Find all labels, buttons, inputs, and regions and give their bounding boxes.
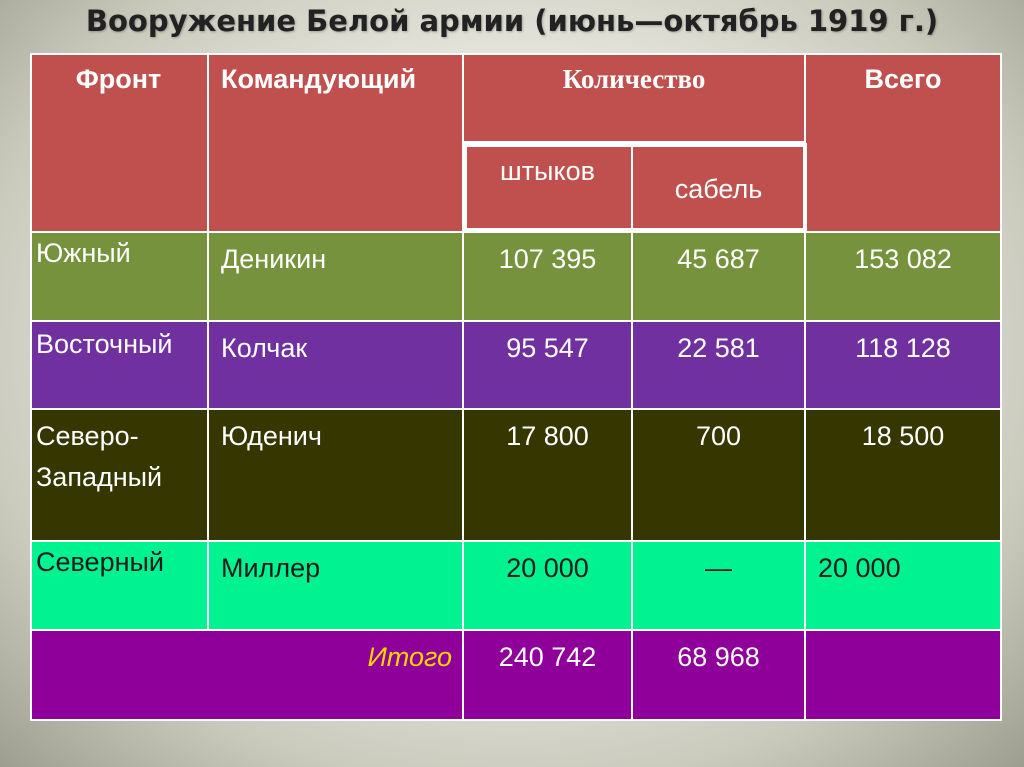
cell-commander-north: Миллер — [209, 542, 464, 631]
cell-bayonets-north: 20 000 — [464, 542, 633, 631]
cell-commander-east: Колчак — [209, 322, 464, 410]
header-sabers: сабель — [633, 143, 806, 233]
header-commander: Командующий — [209, 53, 464, 233]
cell-sabers-east: 22 581 — [633, 322, 806, 410]
cell-sabers-north: — — [633, 542, 806, 631]
slide-title: Вооружение Белой армии (июнь—октябрь 191… — [85, 4, 939, 38]
cell-total-north: 20 000 — [806, 542, 1002, 631]
cell-bayonets-northwest: 17 800 — [464, 410, 633, 542]
cell-sabers-south: 45 687 — [633, 233, 806, 322]
cell-total-northwest: 18 500 — [806, 410, 1002, 542]
summary-total — [806, 631, 1002, 721]
cell-total-south: 153 082 — [806, 233, 1002, 322]
header-total: Всего — [806, 53, 1002, 233]
cell-commander-northwest: Юденич — [209, 410, 464, 542]
cell-bayonets-south: 107 395 — [464, 233, 633, 322]
header-quantity: Количество — [464, 53, 806, 143]
cell-commander-south: Деникин — [209, 233, 464, 322]
summary-sabers: 68 968 — [633, 631, 806, 721]
summary-bayonets: 240 742 — [464, 631, 633, 721]
summary-label: Итого — [30, 631, 464, 721]
header-front: Фронт — [30, 53, 209, 233]
cell-total-east: 118 128 — [806, 322, 1002, 410]
cell-front-northwest: Северо-Западный — [30, 410, 209, 542]
cell-sabers-northwest: 700 — [633, 410, 806, 542]
cell-front-south: Южный — [30, 233, 209, 322]
header-bayonets: штыков — [464, 143, 633, 233]
cell-bayonets-east: 95 547 — [464, 322, 633, 410]
cell-front-east: Восточный — [30, 322, 209, 410]
cell-front-north: Северный — [30, 542, 209, 631]
